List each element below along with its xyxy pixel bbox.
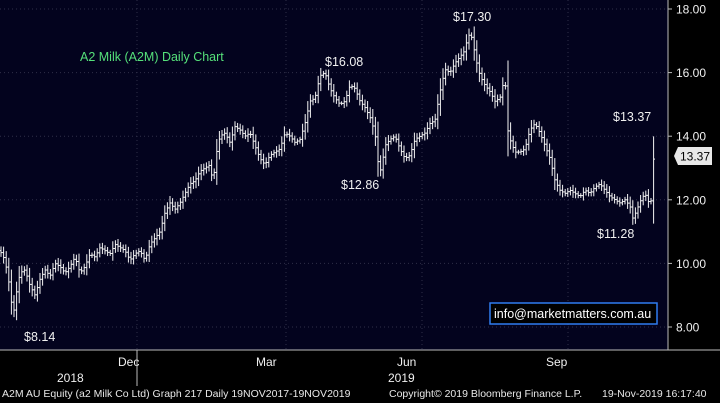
footer-datetime: 19-Nov-2019 16:17:40 (602, 388, 707, 400)
y-tick-label: 16.00 (676, 66, 706, 80)
price-annotation: $12.86 (341, 178, 379, 192)
grid-lines (0, 0, 668, 350)
year-label: 2019 (388, 371, 415, 385)
x-tick-label: Sep (546, 355, 568, 369)
footer-copyright: Copyright© 2019 Bloomberg Finance L.P. (389, 388, 583, 400)
plot-background (0, 0, 668, 350)
price-annotation: $8.14 (24, 330, 55, 344)
y-tick-label: 14.00 (676, 130, 706, 144)
chart-title: A2 Milk (A2M) Daily Chart (80, 50, 224, 64)
footer-bar: A2M AU Equity (a2 Milk Co Ltd) Graph 217… (0, 386, 720, 403)
x-axis: Dec Mar Jun Sep 2018 2019 (0, 349, 720, 386)
watermark: info@marketmatters.com.au (489, 302, 658, 325)
y-axis: 8.00 10.00 12.00 14.00 16.00 18.00 (667, 0, 706, 350)
footer-security-info: A2M AU Equity (a2 Milk Co Ltd) Graph 217… (2, 388, 351, 400)
last-price-badge: 13.37 (674, 147, 712, 165)
year-label: 2018 (57, 371, 84, 385)
price-annotations: $8.14 $16.08 $12.86 $17.30 $13.37 $11.28 (24, 10, 651, 344)
y-tick-label: 18.00 (676, 3, 706, 17)
price-annotation: $17.30 (453, 10, 491, 24)
y-tick-label: 12.00 (676, 193, 706, 207)
price-bars (0, 26, 655, 321)
price-annotation: $11.28 (597, 227, 634, 241)
x-tick-label: Jun (397, 355, 416, 369)
watermark-text: info@marketmatters.com.au (494, 307, 651, 321)
y-tick-label: 10.00 (676, 257, 706, 271)
price-annotation: $16.08 (325, 55, 363, 69)
last-price-label: 13.37 (680, 150, 710, 164)
x-tick-label: Mar (256, 355, 277, 369)
price-annotation: $13.37 (613, 110, 651, 124)
x-tick-label: Dec (118, 355, 139, 369)
y-tick-label: 8.00 (676, 321, 700, 335)
